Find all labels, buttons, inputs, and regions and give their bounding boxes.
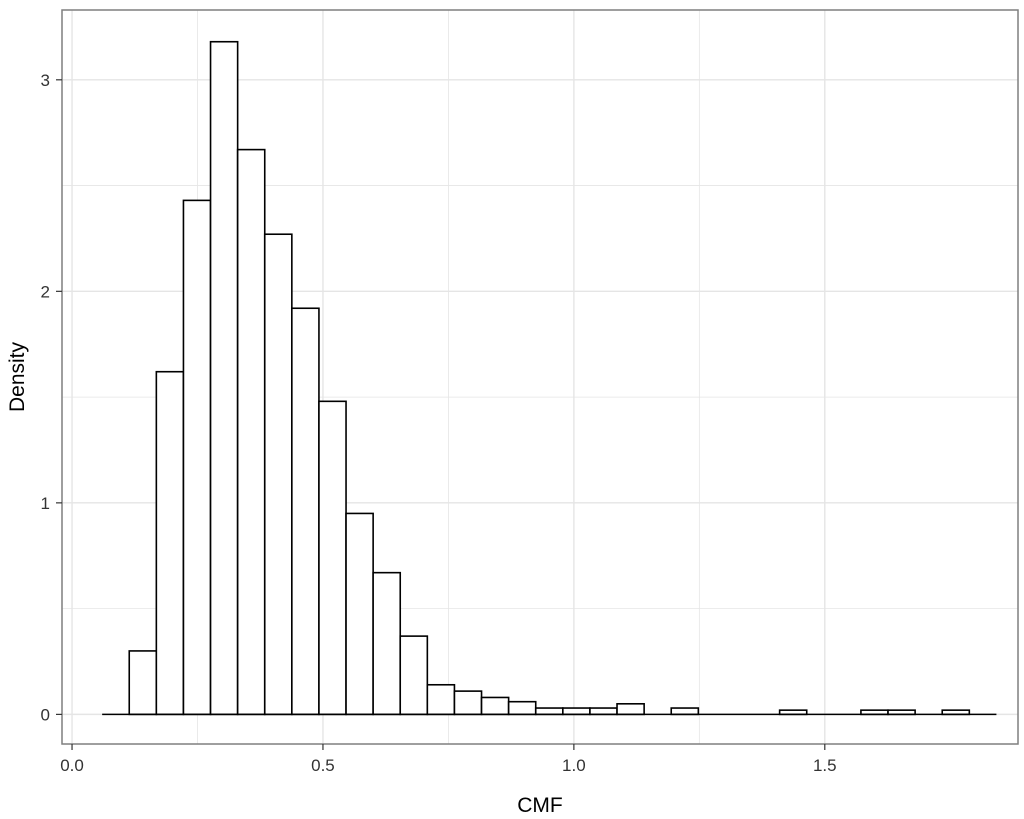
plot-panel-border [61, 9, 1019, 745]
histogram-bar [426, 683, 456, 716]
histogram-bar [155, 370, 185, 716]
y-axis-ticks: 0 1 2 3 [41, 71, 62, 724]
histogram-bar [399, 635, 429, 716]
histogram-bar [507, 700, 537, 716]
x-tick-label: 1.0 [562, 756, 586, 775]
histogram-bar [480, 696, 510, 716]
x-tick-label: 0.0 [60, 756, 84, 775]
histogram-bar [534, 707, 564, 716]
x-tick-label: 0.5 [311, 756, 335, 775]
histogram-bar [263, 233, 293, 716]
y-tick-label: 0 [41, 705, 50, 724]
histogram-bar [128, 650, 158, 716]
histogram-bar [318, 400, 347, 716]
histogram-bar [236, 148, 266, 716]
y-axis-title: Density [6, 341, 29, 412]
y-tick-label: 1 [41, 494, 50, 513]
histogram-bar [372, 571, 402, 716]
histogram-bar [345, 512, 374, 716]
y-tick-label: 2 [41, 282, 50, 301]
x-axis-ticks: 0.0 0.5 1.0 1.5 [60, 744, 837, 775]
histogram-bar [589, 707, 618, 716]
histogram-bar [182, 199, 212, 716]
histogram-bar [453, 690, 483, 716]
histogram-bar [209, 40, 239, 716]
histogram-bar [616, 703, 645, 716]
histogram-bar [562, 707, 591, 716]
x-axis-title: CMF [517, 794, 563, 817]
histogram-bar [291, 307, 320, 716]
y-tick-label: 3 [41, 71, 50, 90]
histogram-bars [102, 40, 997, 716]
histogram-bar [670, 707, 700, 716]
x-tick-label: 1.5 [813, 756, 837, 775]
